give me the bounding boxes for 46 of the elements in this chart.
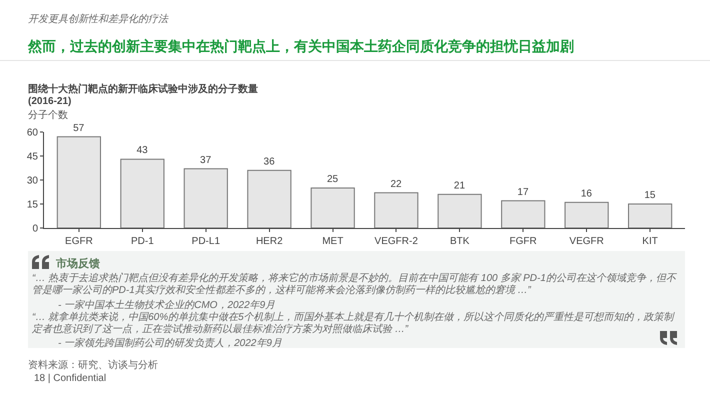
x-tick-label: VEGFR-2 [374, 236, 418, 247]
bar [628, 204, 672, 228]
text: “… 热衷于去追求热门靶点但没有差异化的开发策略，将来它的市场前景是不妙的。目前在中国可能有 100 多家 PD-1的公司在这个领域竞争，但不管是哪一家公司的PD-1其实疗效和安全性都差不多的，这样可能将来会沦落到像仿制药一样的比较尴尬的窘境 …” [32, 273, 677, 297]
bar [56, 136, 101, 228]
bar [501, 200, 546, 228]
data-label: 15 [644, 190, 656, 201]
x-tick-label: HER2 [256, 236, 284, 247]
data-label: 22 [390, 178, 402, 190]
chart-subtitle: 围绕十大热门靶点的新开临床试验中涉及的分子数量 (2016-21) [28, 84, 258, 108]
data-label: 57 [73, 122, 85, 134]
text: “… 就拿单抗类来说，中国60%的单抗集中做在5个机制上，而国外基本上就是有几十个机制在做，所以这个同质化的严重性是可想而知的，政策制定者也意识到了这一点，正在尝试推动新药以最佳标准治疗方案为对照做临床试验 …” [32, 312, 676, 336]
data-label: 25 [326, 174, 339, 185]
x-tick-label: EGFR [65, 236, 93, 247]
x-tick-label: PD-1 [130, 236, 154, 247]
y-tick-label: 15 [26, 200, 38, 210]
data-label: 36 [264, 156, 276, 168]
data-label: 17 [517, 186, 529, 198]
bar [247, 170, 292, 228]
data-label: 43 [136, 145, 148, 156]
x-tick-label: BTK [450, 236, 470, 247]
bar [438, 194, 482, 228]
y-tick-label: 30 [26, 176, 38, 186]
x-tick-label: VEGFR [569, 236, 604, 247]
y-tick-label: 0 [32, 224, 38, 234]
x-tick-label: MET [322, 236, 344, 247]
data-label: 21 [454, 180, 466, 192]
data-label: 16 [580, 188, 592, 200]
bar [310, 188, 355, 228]
y-axis-title: 分子个数 [28, 109, 68, 122]
y-tick-label: 45 [26, 152, 38, 162]
bar [564, 202, 609, 228]
bar [374, 192, 418, 228]
text: - 一家中国本土生物技术企业的CMO，2022年9月 [58, 298, 276, 312]
text: 开发更具创新性和差异化的疗法 [28, 12, 168, 26]
y-tick-label: 60 [26, 128, 38, 138]
bar [184, 168, 228, 228]
x-tick-label: PD-L1 [192, 236, 220, 247]
text: 市场反馈 [56, 256, 100, 271]
x-tick-label: KIT [642, 236, 658, 247]
bar [120, 158, 164, 228]
text: 资料来源：研究、访谈与分析 [28, 358, 158, 372]
text: - 一家领先跨国制药公司的研发负责人，2022年9月 [58, 336, 282, 350]
x-tick-label: FGFR [510, 236, 537, 247]
text: 18 | Confidential [34, 373, 106, 384]
chart-title: 然而，过去的创新主要集中在热门靶点上，有关中国本土药企同质化竞争的担忧日益加剧 [28, 38, 574, 56]
data-label: 37 [200, 154, 212, 166]
